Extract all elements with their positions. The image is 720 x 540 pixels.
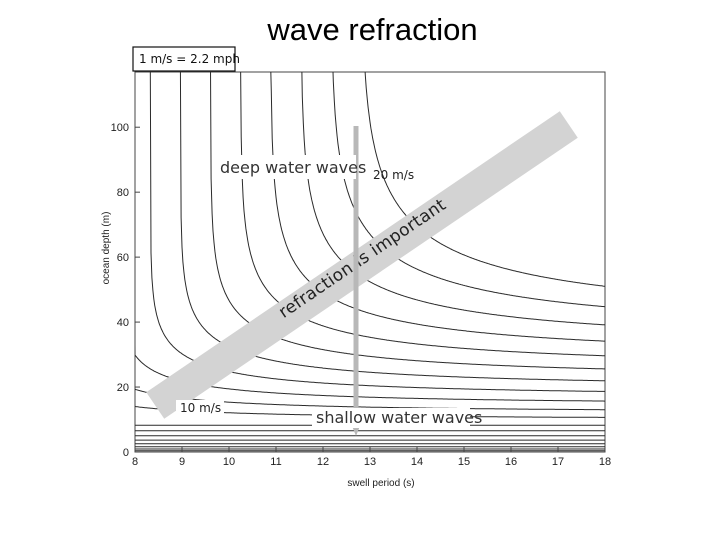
y-tick-label: 0 (123, 447, 129, 459)
x-tick-label: 16 (505, 456, 517, 468)
y-tick-label: 80 (117, 187, 129, 199)
x-tick-label: 8 (132, 456, 138, 468)
x-tick-label: 9 (179, 456, 185, 468)
x-tick-label: 11 (270, 456, 281, 468)
deep-note-bg (214, 155, 356, 179)
shallow-water-label: shallow water waves (316, 408, 482, 427)
contour-20-mps (364, 72, 605, 287)
x-axis-label: swell period (s) (347, 478, 414, 489)
x-tick-label: 18 (599, 456, 611, 468)
speed-10-label: 10 m/s (180, 401, 221, 415)
y-tick-label: 40 (117, 317, 129, 329)
y-tick-label: 100 (111, 122, 129, 134)
deep-water-label: deep water waves (220, 158, 366, 177)
y-tick-label: 20 (117, 382, 129, 394)
x-tick-label: 15 (458, 456, 470, 468)
contour-12-mps (135, 345, 605, 402)
shallow-note-bg (312, 408, 470, 428)
x-tick-label: 14 (411, 456, 423, 468)
slide-title: wave refraction (267, 12, 478, 47)
x-tick-label: 12 (317, 456, 329, 468)
unit-note-text: 1 m/s = 2.2 mph (139, 52, 240, 66)
speed-20-label: 20 m/s (373, 168, 414, 182)
refraction-banner (146, 111, 578, 419)
y-axis-ticks: 0 20 40 60 80 100 (111, 122, 140, 459)
speed-10-bg (176, 400, 224, 416)
x-tick-label: 17 (552, 456, 564, 468)
x-tick-label: 10 (223, 456, 235, 468)
unit-note-box (132, 46, 236, 72)
y-axis-label: ocean depth (m) (101, 212, 112, 285)
x-axis-ticks: 8 9 10 11 12 13 14 15 16 17 18 (132, 447, 611, 468)
x-tick-label: 13 (364, 456, 376, 468)
y-tick-label: 60 (117, 252, 129, 264)
shallow-contours (135, 424, 605, 452)
